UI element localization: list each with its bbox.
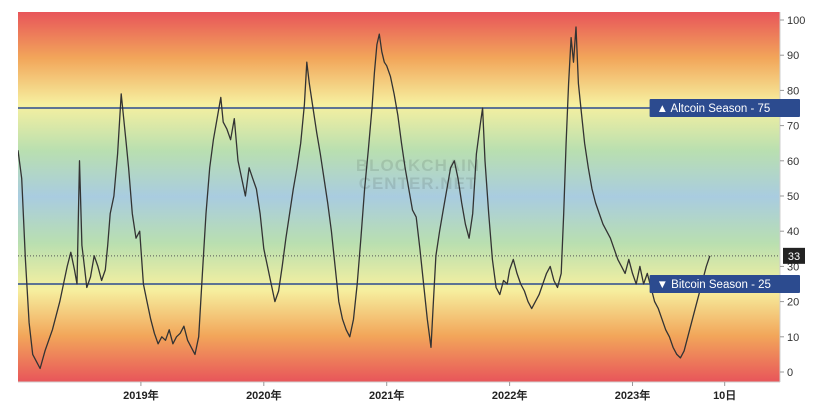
- y-tick-label: 90: [787, 50, 799, 62]
- watermark-line-1: BLOCKCHAIN: [356, 156, 480, 175]
- plot-background: [18, 12, 780, 382]
- y-tick-label: 40: [787, 226, 799, 238]
- current-value-badge-label: 33: [788, 251, 800, 263]
- threshold-badge-label: ▼ Bitcoin Season - 25: [657, 279, 771, 291]
- threshold-badge: ▲ Altcoin Season - 75: [649, 99, 800, 117]
- x-tick-label: 2020年: [246, 388, 281, 402]
- y-tick-label: 60: [787, 156, 799, 168]
- series-line: [18, 26, 711, 370]
- y-tick-label: 0: [787, 367, 793, 379]
- series-group: [18, 26, 711, 370]
- y-tick-label: 70: [787, 121, 799, 133]
- x-tick-label: 2023年: [615, 388, 650, 402]
- threshold-badge: ▼ Bitcoin Season - 25: [649, 275, 800, 293]
- y-tick-label: 10: [787, 332, 799, 344]
- threshold-badge-bg: [649, 99, 800, 117]
- current-value-badge: 33: [783, 247, 805, 264]
- x-tick-label: 2022年: [492, 388, 527, 402]
- y-tick-label: 80: [787, 85, 799, 97]
- x-tick-label: 2021年: [369, 388, 404, 402]
- y-tick-label: 30: [787, 261, 799, 273]
- y-tick-label: 100: [787, 15, 805, 27]
- axis-badges: ▲ Altcoin Season - 75 ▼ Bitcoin Season - …: [649, 99, 805, 293]
- threshold-badge-label: ▲ Altcoin Season - 75: [657, 103, 771, 115]
- threshold-badge-bg: [649, 275, 800, 293]
- watermark: BLOCKCHAIN CENTER.NET: [356, 156, 480, 193]
- y-tick-label: 50: [787, 191, 799, 203]
- x-tick-label: 2019年: [123, 388, 158, 402]
- y-axis: 0 10 20 30 40 50 60 70 80 90 100: [780, 15, 805, 379]
- x-axis: 2019年 2020年 2021年 2022年 2023年 10日: [123, 382, 736, 402]
- x-tick-label: 10日: [713, 389, 736, 402]
- current-value-badge-bg: [783, 247, 805, 264]
- y-tick-label: 20: [787, 297, 799, 309]
